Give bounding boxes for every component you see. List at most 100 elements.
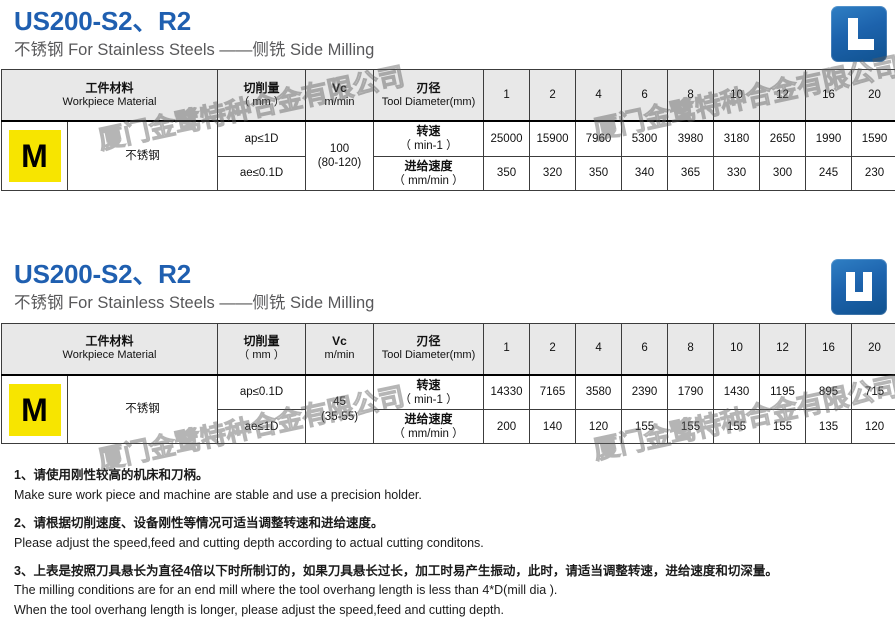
- header-diameter-9: 20: [851, 69, 895, 123]
- speed-value-3: 3580: [575, 374, 623, 410]
- feed-value-3: 120: [575, 408, 623, 445]
- header-vc-unit: m/min: [324, 349, 355, 362]
- speed-value-2: 15900: [529, 120, 577, 157]
- spindle-speed-label-en: （ min-1 ）: [399, 140, 458, 153]
- header-workpiece-material: 工件材料 Workpiece Material: [0, 69, 219, 123]
- spindle-speed-label-cn: 转速: [416, 124, 441, 139]
- feed-rate-label-en: （ mm/min ）: [393, 174, 464, 187]
- feed-value-3: 350: [575, 155, 623, 192]
- speed-value-3: 7960: [575, 120, 623, 157]
- feed-value-8: 135: [805, 408, 853, 445]
- spindle-speed-label: 转速 （ min-1 ）: [373, 120, 485, 157]
- speed-value-5: 1790: [667, 374, 715, 410]
- cut-width-ae: ae≤1D: [217, 408, 307, 445]
- header-diameter-4: 6: [621, 322, 669, 376]
- milling-section-2: US200-S2、R2 不锈钢 For Stainless Steels ——侧…: [0, 253, 895, 445]
- header-vc-label: Vc: [332, 334, 347, 349]
- title-block-2: US200-S2、R2 不锈钢 For Stainless Steels ——侧…: [0, 253, 895, 312]
- feed-value-2: 140: [529, 408, 577, 445]
- feed-value-2: 320: [529, 155, 577, 192]
- speed-value-7: 1195: [759, 374, 807, 410]
- page-subtitle-2: 不锈钢 For Stainless Steels ——侧铣 Side Milli…: [14, 294, 375, 313]
- header-tool-diameter: 刃径 Tool Diameter(mm): [373, 69, 485, 123]
- feed-value-6: 330: [713, 155, 761, 192]
- feed-value-5: 365: [667, 155, 715, 192]
- header-vc-unit: m/min: [324, 96, 355, 109]
- note-2-en: Please adjust the speed,feed and cutting…: [14, 535, 484, 550]
- header-tool-diameter-en: Tool Diameter(mm): [381, 96, 476, 109]
- note-1-en: Make sure work piece and machine are sta…: [14, 487, 422, 502]
- speed-value-7: 2650: [759, 120, 807, 157]
- header-diameter-7: 12: [759, 322, 807, 376]
- header-diameter-5: 8: [667, 322, 715, 376]
- header-diameter-3: 4: [575, 322, 623, 376]
- header-cutting-amount: 切削量 （ mm ）: [217, 69, 307, 123]
- header-cutting-amount-cn: 切削量: [243, 81, 280, 96]
- page-title-2: US200-S2、R2: [14, 259, 191, 290]
- feed-value-4: 340: [621, 155, 669, 192]
- vc-value: 45: [333, 396, 346, 409]
- speed-value-8: 895: [805, 374, 853, 410]
- header-diameter-5: 8: [667, 69, 715, 123]
- header-workpiece-material-cn: 工件材料: [85, 334, 134, 349]
- header-tool-diameter-en: Tool Diameter(mm): [381, 349, 476, 362]
- note-1-cn: 1、请使用刚性较高的机床和刀柄。: [14, 468, 209, 483]
- note-2-cn: 2、请根据切削速度、设备刚性等情况可适当调整转速和进给速度。: [14, 516, 384, 531]
- vc-cell: 45 (35-55): [305, 374, 375, 445]
- cut-depth-ap: ap≤0.1D: [217, 374, 307, 410]
- feed-value-7: 300: [759, 155, 807, 192]
- header-diameter-8: 16: [805, 69, 853, 123]
- header-diameter-3: 4: [575, 69, 623, 123]
- feed-rate-label: 进给速度 （ mm/min ）: [373, 155, 485, 192]
- header-workpiece-material-cn: 工件材料: [85, 81, 134, 96]
- feed-rate-label-cn: 进给速度: [404, 158, 453, 173]
- material-name: 不锈钢: [66, 120, 219, 192]
- spindle-speed-label: 转速 （ min-1 ）: [373, 374, 485, 410]
- note-3-en-line1: The milling conditions are for an end mi…: [14, 583, 558, 598]
- header-diameter-1: 1: [483, 69, 531, 123]
- table-header-row: 工件材料 Workpiece Material 切削量 （ mm ） Vc m/…: [0, 322, 895, 376]
- table-row: M 不锈钢 ap≤0.1D 45 (35-55) 转速 （ min-1 ） 14…: [1, 374, 895, 445]
- title-block-1: US200-S2、R2 不锈钢 For Stainless Steels ——侧…: [0, 0, 895, 59]
- page-subtitle: 不锈钢 For Stainless Steels ——侧铣 Side Milli…: [14, 41, 375, 60]
- header-diameter-2: 2: [529, 322, 577, 376]
- material-group-badge-cell: M: [1, 374, 68, 445]
- header-diameter-9: 20: [851, 322, 895, 376]
- feed-rate-label-en: （ mm/min ）: [393, 428, 464, 440]
- feed-value-8: 245: [805, 155, 853, 192]
- cut-width-ae: ae≤0.1D: [217, 155, 307, 192]
- speed-value-9: 715: [851, 374, 895, 410]
- header-diameter-8: 16: [805, 322, 853, 376]
- header-diameter-1: 1: [483, 322, 531, 376]
- spindle-speed-label-en: （ min-1 ）: [399, 393, 458, 406]
- feed-value-1: 350: [483, 155, 531, 192]
- header-tool-diameter-cn: 刃径: [416, 334, 441, 349]
- feed-value-4: 155: [621, 408, 669, 445]
- header-vc: Vc m/min: [305, 322, 375, 376]
- table-row: ae≤1D 进给速度 （ mm/min ） 200 140 120 155 15…: [2, 408, 895, 445]
- feed-value-9: 230: [851, 155, 895, 192]
- u-pocket-icon: [831, 259, 887, 316]
- material-group-badge-cell: M: [1, 120, 68, 192]
- table-row: ae≤0.1D 进给速度 （ mm/min ） 350 320 350 340 …: [2, 155, 895, 192]
- header-tool-diameter: 刃径 Tool Diameter(mm): [373, 322, 485, 376]
- header-diameter-6: 10: [713, 322, 761, 376]
- feed-rate-label: 进给速度 （ mm/min ）: [373, 408, 485, 445]
- feed-rate-label-cn: 进给速度: [404, 412, 453, 426]
- speed-value-9: 1590: [851, 120, 895, 157]
- l-slot-icon: [831, 6, 887, 62]
- cut-depth-ap: ap≤1D: [217, 120, 307, 157]
- status-badge: M: [8, 383, 61, 436]
- header-vc: Vc m/min: [305, 69, 375, 123]
- material-name: 不锈钢: [66, 374, 219, 445]
- notes-section: 1、请使用刚性较高的机床和刀柄。 Make sure work piece an…: [14, 466, 895, 620]
- header-vc-label: Vc: [332, 81, 347, 96]
- status-badge: M: [8, 130, 61, 183]
- speed-value-6: 1430: [713, 374, 761, 410]
- header-cutting-amount-unit: （ mm ）: [238, 349, 285, 362]
- vc-value: 100: [329, 142, 350, 155]
- header-diameter-2: 2: [529, 69, 577, 123]
- vc-range: (35-55): [320, 410, 359, 423]
- header-tool-diameter-cn: 刃径: [416, 81, 441, 96]
- header-cutting-amount-unit: （ mm ）: [238, 96, 285, 109]
